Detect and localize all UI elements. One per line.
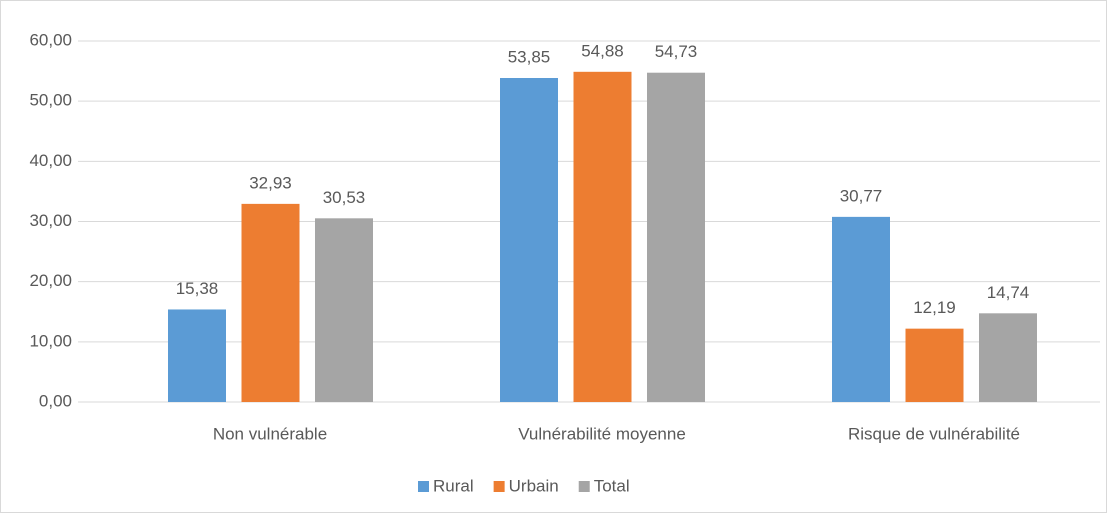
bar	[979, 313, 1037, 402]
bar	[905, 328, 964, 402]
legend-label: Total	[594, 476, 630, 495]
bar	[647, 72, 705, 403]
y-tick-label: 60,00	[29, 30, 72, 49]
bar	[832, 216, 890, 402]
value-label: 54,73	[655, 42, 698, 61]
legend-swatch	[418, 481, 429, 492]
y-tick-label: 50,00	[29, 91, 72, 110]
y-tick-label: 20,00	[29, 271, 72, 290]
bar	[573, 71, 632, 403]
legend-label: Urbain	[509, 476, 559, 495]
y-tick-label: 30,00	[29, 211, 72, 230]
value-label: 30,53	[323, 188, 366, 207]
value-label: 15,38	[176, 279, 219, 298]
legend-label: Rural	[433, 476, 474, 495]
bar	[241, 203, 300, 402]
y-tick-label: 0,00	[39, 391, 72, 410]
value-label: 54,88	[581, 41, 624, 60]
value-label: 30,77	[840, 186, 883, 205]
bar	[315, 218, 373, 402]
bar	[500, 78, 558, 402]
x-tick-label: Non vulnérable	[213, 424, 327, 443]
value-label: 12,19	[913, 298, 956, 317]
value-label: 14,74	[987, 283, 1030, 302]
y-tick-label: 10,00	[29, 331, 72, 350]
value-label: 53,85	[508, 47, 551, 66]
legend-swatch	[493, 481, 505, 492]
x-tick-label: Vulnérabilité moyenne	[518, 424, 686, 443]
y-tick-label: 40,00	[29, 151, 72, 170]
bar	[168, 309, 226, 402]
value-label: 32,93	[249, 173, 292, 192]
x-tick-label: Risque de vulnérabilité	[848, 424, 1020, 443]
legend-swatch	[578, 481, 590, 492]
